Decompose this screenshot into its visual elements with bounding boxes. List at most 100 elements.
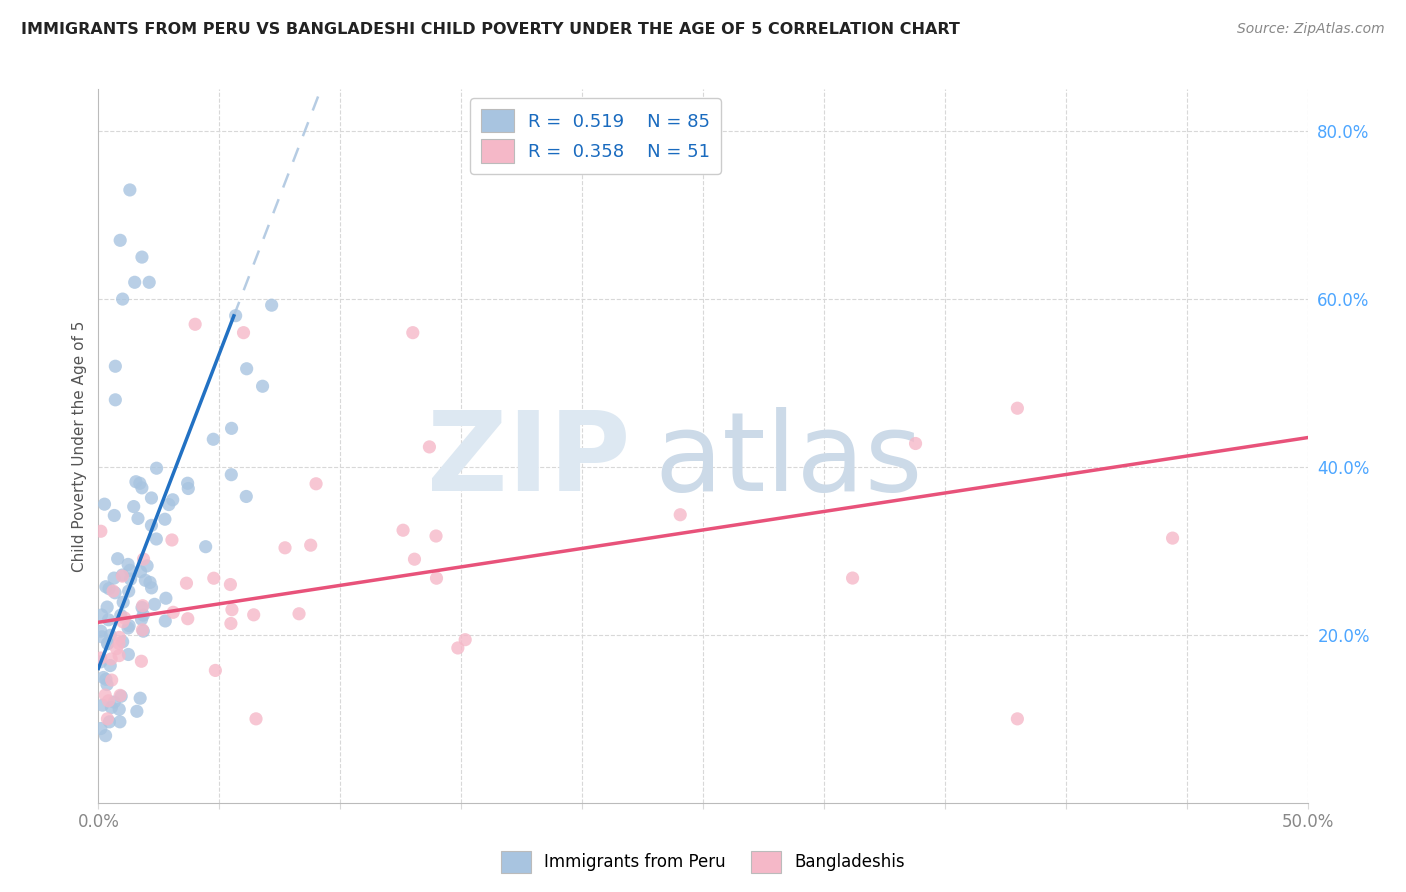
Point (141, 491, 163, 505)
Point (141, 518, 163, 533)
Point (117, 621, 139, 635)
Point (245, 712, 267, 726)
Point (117, 648, 139, 662)
Point (100, 652, 122, 666)
Point (108, 702, 131, 716)
Point (129, 691, 152, 706)
Point (93, 497, 115, 511)
Point (108, 631, 131, 645)
Point (108, 233, 131, 247)
Point (155, 591, 177, 606)
Point (125, 704, 148, 718)
Point (176, 576, 198, 591)
Point (90, 655, 112, 669)
Point (120, 572, 142, 586)
Point (447, 640, 470, 655)
Point (131, 600, 153, 615)
Point (97, 694, 120, 708)
Point (260, 298, 283, 312)
Point (162, 492, 184, 507)
Point (194, 540, 217, 554)
Point (118, 618, 141, 632)
Point (98, 658, 121, 673)
Point (128, 476, 150, 491)
Y-axis label: Child Poverty Under the Age of 5: Child Poverty Under the Age of 5 (72, 320, 87, 572)
Point (252, 379, 274, 393)
Point (114, 611, 136, 625)
Point (104, 359, 127, 374)
Point (219, 616, 242, 631)
Point (120, 563, 142, 577)
Point (90, 524, 112, 539)
Point (103, 571, 125, 585)
Point (184, 318, 207, 332)
Point (841, 571, 863, 585)
Point (288, 607, 311, 621)
Point (235, 490, 257, 504)
Point (219, 577, 242, 591)
Point (155, 614, 177, 628)
Point (127, 511, 149, 525)
Point (110, 608, 132, 623)
Point (91, 698, 114, 713)
Point (305, 476, 328, 491)
Point (125, 475, 148, 489)
Point (132, 624, 155, 639)
Point (153, 512, 176, 526)
Point (131, 250, 153, 264)
Point (425, 571, 447, 585)
Point (132, 552, 155, 566)
Point (98, 628, 121, 642)
Point (94, 580, 117, 594)
Legend: R =  0.519    N = 85, R =  0.358    N = 51: R = 0.519 N = 85, R = 0.358 N = 51 (470, 98, 721, 174)
Point (204, 664, 226, 678)
Point (131, 481, 153, 495)
Point (97, 637, 120, 651)
Point (108, 648, 131, 663)
Point (402, 326, 425, 340)
Point (131, 612, 153, 626)
Point (108, 689, 131, 703)
Point (118, 584, 141, 599)
Point (124, 275, 146, 289)
Text: atlas: atlas (655, 407, 924, 514)
Point (90, 630, 112, 644)
Point (145, 461, 167, 475)
Point (221, 421, 243, 435)
Point (93, 671, 115, 685)
Point (131, 623, 153, 637)
Point (110, 690, 132, 704)
Point (131, 654, 153, 668)
Point (111, 615, 134, 629)
Point (103, 508, 125, 523)
Point (94, 729, 117, 743)
Point (98, 714, 121, 729)
Point (117, 558, 139, 572)
Point (111, 569, 134, 583)
Point (202, 432, 225, 446)
Point (162, 605, 184, 619)
Point (90, 651, 112, 665)
Point (202, 571, 225, 585)
Point (108, 714, 131, 729)
Point (176, 476, 198, 491)
Text: IMMIGRANTS FROM PERU VS BANGLADESHI CHILD POVERTY UNDER THE AGE OF 5 CORRELATION: IMMIGRANTS FROM PERU VS BANGLADESHI CHIL… (21, 22, 960, 37)
Text: Source: ZipAtlas.com: Source: ZipAtlas.com (1237, 22, 1385, 37)
Point (232, 326, 254, 340)
Point (107, 551, 129, 566)
Point (145, 532, 167, 546)
Point (90, 624, 112, 639)
Point (425, 529, 447, 543)
Point (104, 586, 127, 600)
Point (111, 634, 134, 648)
Point (404, 552, 426, 566)
Point (904, 436, 927, 450)
Point (141, 581, 163, 595)
Point (90, 722, 112, 736)
Point (160, 533, 183, 547)
Point (299, 538, 322, 552)
Point (392, 523, 415, 537)
Point (108, 636, 131, 650)
Point (1161, 531, 1184, 545)
Point (122, 500, 145, 514)
